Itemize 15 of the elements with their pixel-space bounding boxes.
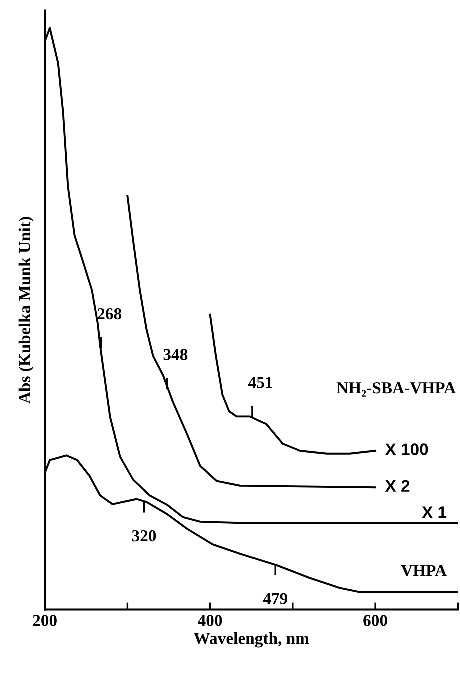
- x-axis-title: Wavelength, nm: [194, 632, 310, 648]
- series-label: VHPA: [401, 565, 447, 576]
- annotation: 268: [98, 308, 122, 320]
- annotation: 451: [248, 377, 272, 388]
- annotation: NH₂-SBA-VHPA: [336, 382, 456, 397]
- series-label: X 2: [385, 480, 410, 492]
- annotation: 320: [132, 530, 156, 542]
- x-tick-label: 200: [33, 615, 57, 626]
- series-label: X 1: [422, 506, 447, 518]
- annotation: 479: [263, 593, 288, 604]
- y-axis-title: Abs (Kubelka Munk Unit): [18, 217, 34, 404]
- x-tick-label: 400: [198, 615, 222, 626]
- x-tick-label: 600: [364, 615, 388, 626]
- annotation: 348: [164, 349, 188, 360]
- series-label: X 100: [385, 444, 428, 456]
